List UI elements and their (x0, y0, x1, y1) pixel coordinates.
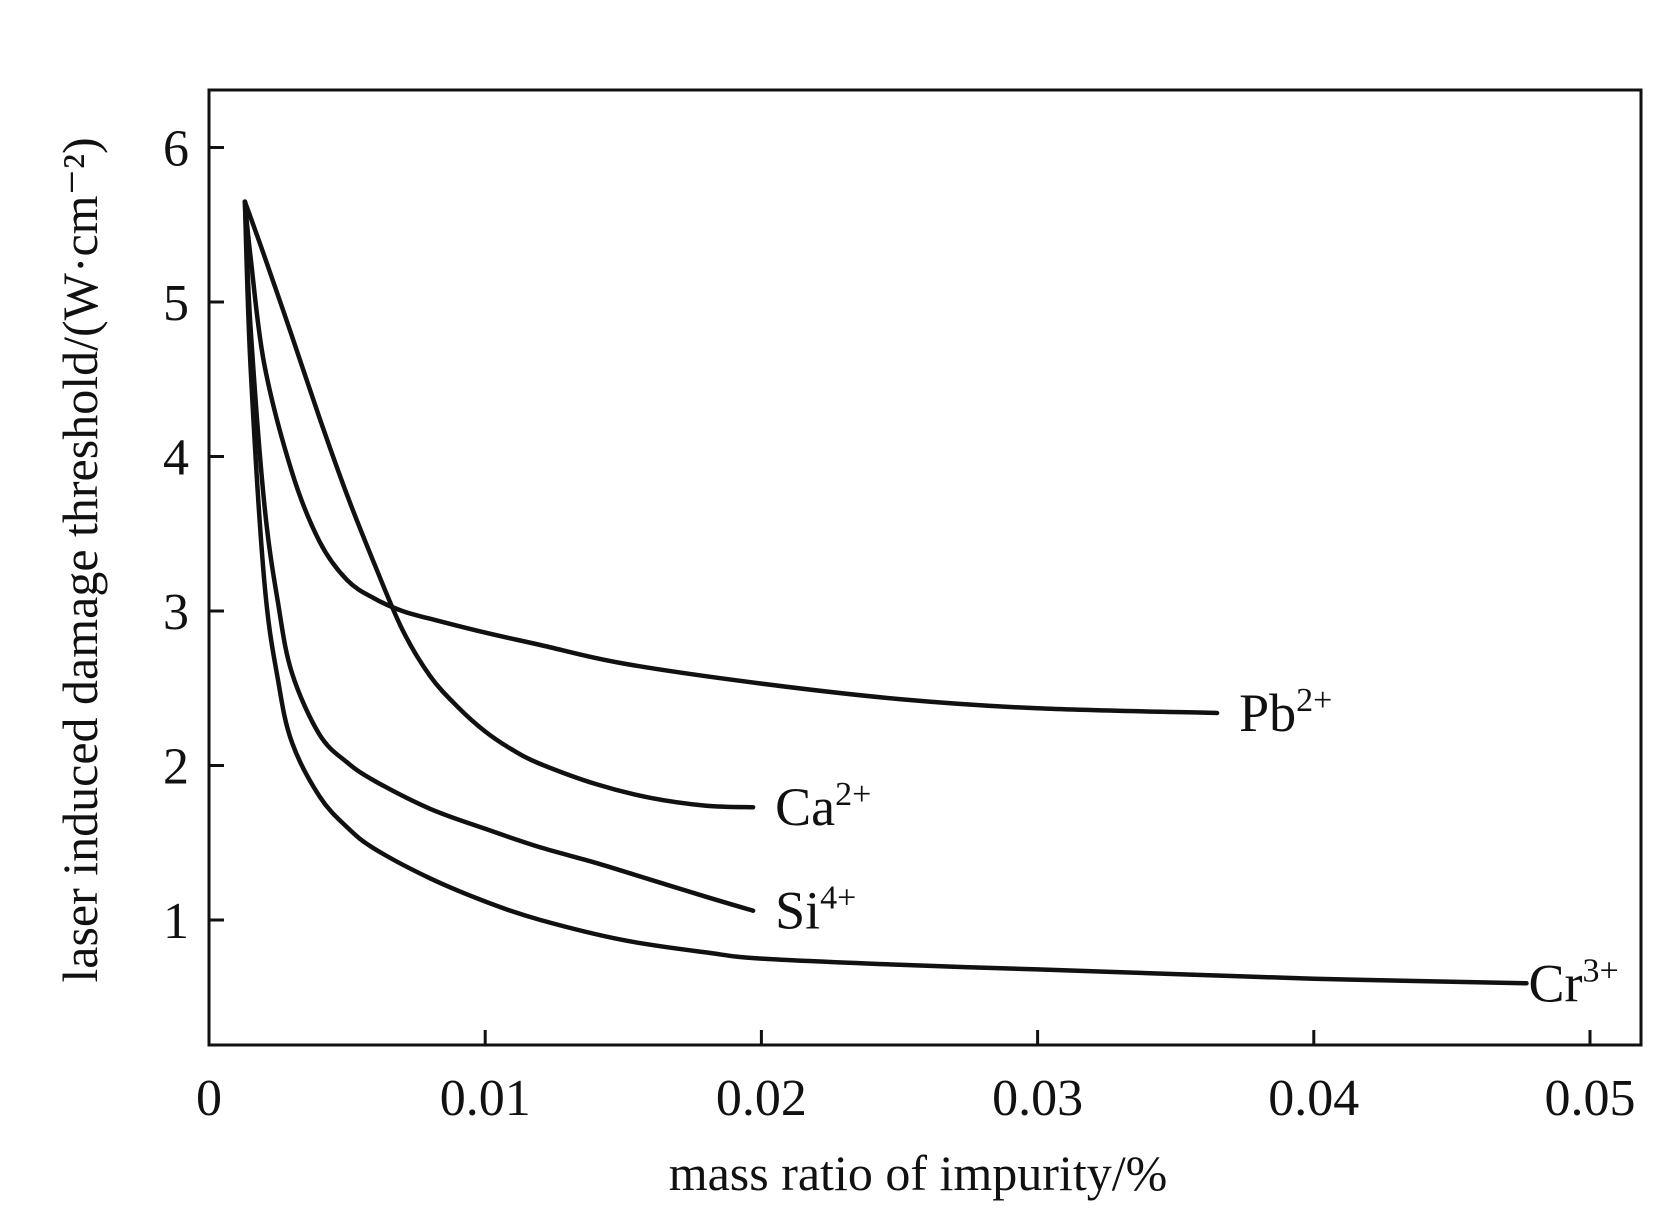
y-tick-label: 2 (163, 739, 189, 796)
y-tick-label: 1 (163, 893, 189, 950)
series-label-charge: 4+ (820, 880, 856, 917)
x-tick-label: 0.05 (1545, 1070, 1636, 1127)
series-label-charge: 2+ (835, 776, 871, 813)
series-lines (242, 199, 1529, 986)
series-line-pb (242, 199, 1220, 716)
y-tick-label: 3 (163, 584, 189, 641)
series-label-base: Pb (1239, 683, 1296, 743)
series-label-pb: Pb2+ (1239, 682, 1332, 743)
series-label-ca: Ca2+ (775, 776, 871, 837)
x-tick-label: 0.04 (1268, 1070, 1359, 1127)
x-tick-label: 0.01 (440, 1070, 531, 1127)
y-tick-label: 4 (163, 430, 189, 487)
series-label-base: Si (775, 881, 820, 941)
series-label-base: Cr (1528, 953, 1582, 1013)
x-axis-label: mass ratio of impurity/% (669, 1145, 1168, 1201)
x-tick-label: 0.03 (992, 1070, 1083, 1127)
series-label-cr: Cr3+ (1528, 952, 1618, 1013)
series-line-ca (242, 199, 756, 810)
y-tick-label: 5 (163, 275, 189, 332)
x-tick-label: 0.02 (716, 1070, 807, 1127)
series-line-si (242, 199, 756, 913)
series-label-charge: 2+ (1296, 682, 1332, 719)
y-axis: 1 2 3 4 5 6 (163, 121, 224, 950)
series-label-si: Si4+ (775, 880, 856, 941)
series-line-cr (242, 199, 1529, 986)
x-axis: 0 0.01 0.02 0.03 0.04 0.05 (196, 1030, 1636, 1127)
plot-area-frame (207, 88, 1643, 1047)
y-tick-label: 6 (163, 121, 189, 178)
x-tick-label: 0 (196, 1070, 222, 1127)
series-labels: Pb2+Ca2+Si4+Cr3+ (775, 682, 1619, 1013)
y-axis-label: laser induced damage threshold/(W·cm⁻²) (52, 137, 108, 982)
series-label-charge: 3+ (1582, 952, 1618, 989)
series-label-base: Ca (775, 777, 835, 837)
